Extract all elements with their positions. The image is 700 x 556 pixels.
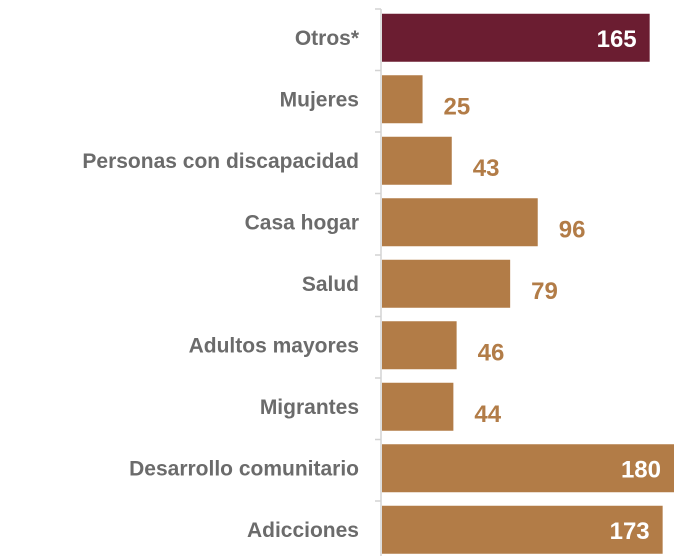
- category-label: Salud: [302, 273, 359, 296]
- bar-5: [382, 321, 457, 370]
- value-label: 25: [444, 93, 471, 120]
- bar-2: [382, 136, 452, 185]
- category-label: Adultos mayores: [189, 334, 359, 357]
- bar-3: [382, 198, 538, 247]
- value-label: 96: [559, 216, 586, 243]
- value-label: 165: [597, 26, 637, 53]
- bar-4: [382, 259, 511, 308]
- category-label: Personas con discapacidad: [82, 150, 359, 173]
- value-label: 180: [621, 456, 661, 483]
- bar-7: [382, 444, 674, 493]
- bar-6: [382, 382, 454, 431]
- bar-0: [382, 13, 650, 62]
- category-label: Desarrollo comunitario: [129, 457, 359, 480]
- value-label: 43: [473, 155, 500, 182]
- category-label: Mujeres: [280, 88, 359, 111]
- category-label: Adicciones: [247, 519, 359, 542]
- value-label: 46: [478, 339, 505, 366]
- bar-8: [382, 505, 663, 554]
- value-label: 44: [474, 401, 501, 428]
- value-label: 79: [531, 278, 558, 305]
- category-label: Migrantes: [260, 396, 359, 419]
- category-label: Otros*: [295, 27, 360, 50]
- value-label: 173: [610, 518, 650, 545]
- bar-1: [382, 75, 423, 124]
- category-label: Casa hogar: [245, 211, 359, 234]
